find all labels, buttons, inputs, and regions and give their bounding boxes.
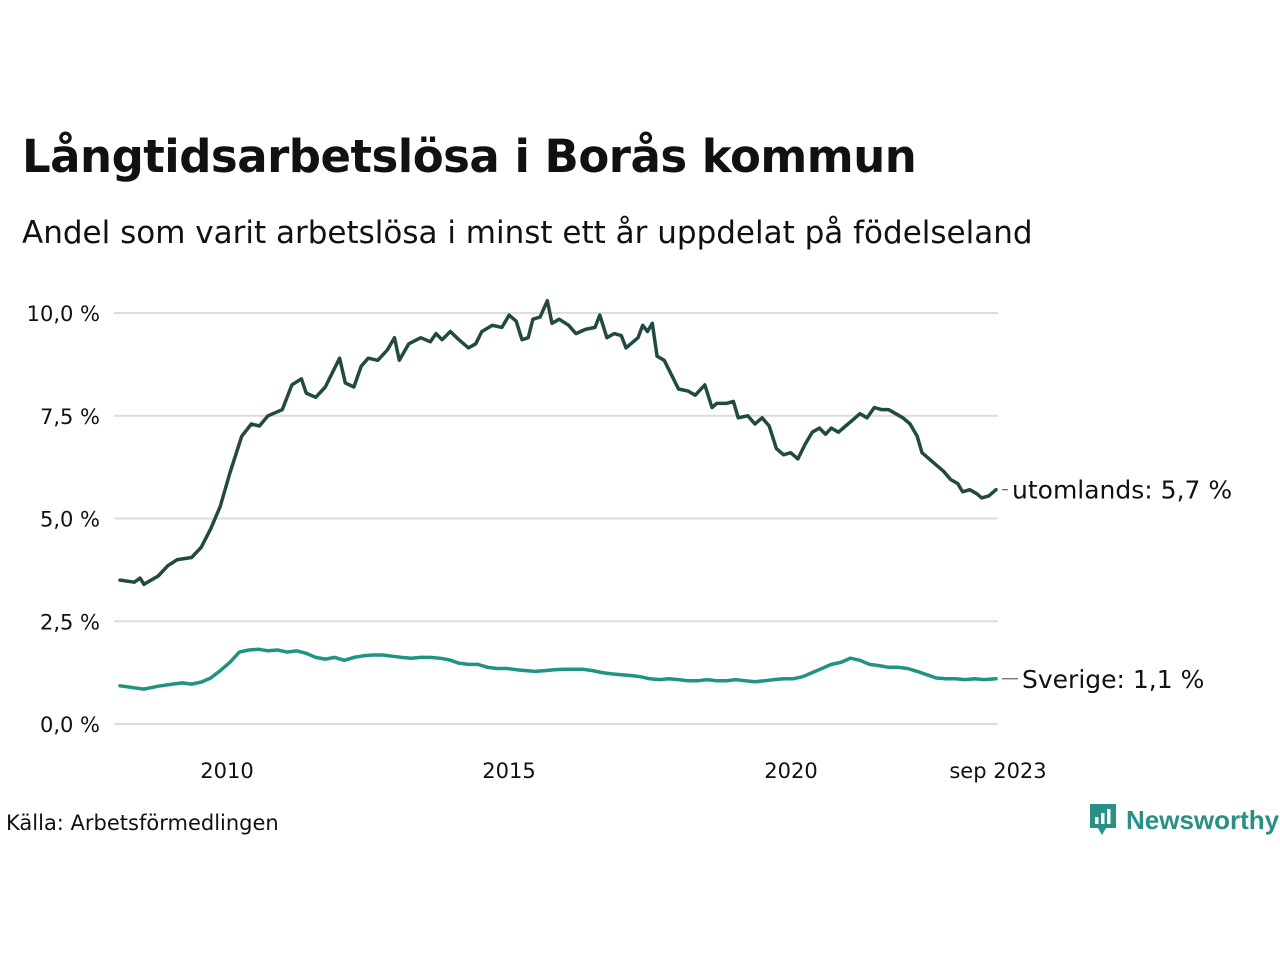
y-tick-label: 0,0 %	[40, 713, 100, 737]
chart-subtitle: Andel som varit arbetslösa i minst ett å…	[22, 215, 1033, 251]
y-axis-labels: 0,0 % 2,5 % 5,0 % 7,5 % 10,0 %	[27, 302, 100, 737]
x-tick-label: 2010	[200, 759, 253, 783]
y-tick-label: 2,5 %	[40, 610, 100, 634]
y-tick-label: 10,0 %	[27, 302, 100, 326]
y-tick-label: 7,5 %	[40, 405, 100, 429]
brand-name: Newsworthy	[1126, 804, 1280, 835]
x-axis-labels: 2010 2015 2020 sep 2023	[200, 759, 1046, 783]
gridlines	[114, 312, 998, 725]
y-tick-label: 5,0 %	[40, 508, 100, 532]
x-tick-label: sep 2023	[949, 759, 1046, 783]
source-note: Källa: Arbetsförmedlingen	[6, 811, 279, 835]
chart-title: Långtidsarbetslösa i Borås kommun	[22, 130, 917, 183]
newsworthy-logo-icon	[1090, 804, 1116, 835]
x-tick-label: 2015	[482, 759, 535, 783]
series-end-label-utomlands: utomlands: 5,7 %	[1012, 476, 1232, 505]
brand-logo: Newsworthy	[1088, 802, 1279, 838]
series-lines	[118, 298, 998, 691]
series-end-labels: utomlands: 5,7 % Sverige: 1,1 %	[1002, 476, 1232, 694]
series-line-sverige	[118, 647, 998, 691]
series-end-label-sverige: Sverige: 1,1 %	[1022, 665, 1204, 694]
x-tick-label: 2020	[764, 759, 817, 783]
series-line-utomlands	[118, 298, 998, 587]
